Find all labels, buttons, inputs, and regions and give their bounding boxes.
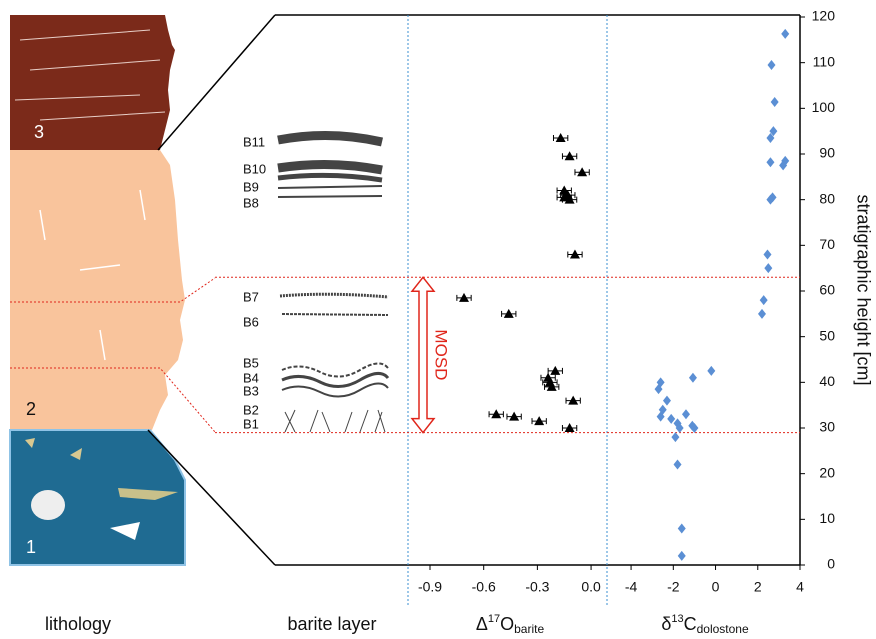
x-tick-label: -0.3 <box>525 579 549 595</box>
mosd-label: MOSD <box>432 329 451 380</box>
diamond-point <box>671 432 679 442</box>
x-tick-label: 0 <box>712 579 720 595</box>
diamond-point <box>682 409 690 419</box>
unit-label: 2 <box>26 399 36 419</box>
y-tick-label: 80 <box>819 190 835 206</box>
y-tick-label: 90 <box>819 145 835 161</box>
diamond-point <box>667 414 675 424</box>
layer-label: B2 <box>243 402 259 417</box>
diamond-point <box>764 263 772 273</box>
diamond-point <box>771 97 779 107</box>
y-tick-label: 70 <box>819 236 835 252</box>
y-tick-label: 100 <box>812 99 836 115</box>
column-label: lithology <box>45 614 111 634</box>
x-tick-label: 2 <box>754 579 762 595</box>
y-tick-label: 50 <box>819 327 835 343</box>
diamond-point <box>781 29 789 39</box>
x-axis-title: δ13Cdolostone <box>661 613 749 636</box>
mosd-arrow <box>412 277 434 432</box>
diamond-point <box>689 373 697 383</box>
layer-label: B8 <box>243 195 259 210</box>
diamond-point <box>707 366 715 376</box>
x-tick-label: 4 <box>796 579 804 595</box>
diamond-point <box>678 551 686 561</box>
y-tick-label: 10 <box>819 510 835 526</box>
x-tick-label: -2 <box>667 579 680 595</box>
y-tick-label: 60 <box>819 282 835 298</box>
y-axis-title: stratigraphic height [cm] <box>853 194 873 385</box>
barite-drawings <box>278 135 388 432</box>
figure: 3 2 1 lithology barite layer Δ17Obarite … <box>0 0 876 639</box>
layer-label: B5 <box>243 355 259 370</box>
layer-label: B9 <box>243 179 259 194</box>
y-tick-label: 20 <box>819 464 835 480</box>
diamond-point <box>766 157 774 167</box>
y-tick-label: 30 <box>819 419 835 435</box>
layer-label: B10 <box>243 161 266 176</box>
column-label: barite layer <box>287 614 376 634</box>
lithology-column <box>10 15 275 565</box>
x-tick-label: 0.0 <box>581 579 601 595</box>
diamond-point <box>758 309 766 319</box>
layer-label: B11 <box>243 134 265 149</box>
y-tick-label: 40 <box>819 373 835 389</box>
diamond-point <box>663 396 671 406</box>
y-tick-label: 120 <box>812 8 836 24</box>
x-tick-label: -4 <box>625 579 638 595</box>
y-tick-label: 0 <box>827 556 835 572</box>
diamond-point <box>674 460 682 470</box>
diamond-point <box>767 60 775 70</box>
layer-label: B1 <box>243 416 259 431</box>
x-tick-label: -0.6 <box>472 579 496 595</box>
unit-label: 1 <box>26 537 36 557</box>
diamond-point <box>678 523 686 533</box>
diamond-point <box>763 249 771 259</box>
x-tick-label: -0.9 <box>418 579 442 595</box>
y-tick-label: 110 <box>813 53 836 69</box>
x-axis-title: Δ17Obarite <box>476 613 545 636</box>
unit-label: 3 <box>34 122 44 142</box>
diamond-point <box>760 295 768 305</box>
layer-label: B7 <box>243 289 259 304</box>
layer-label: B3 <box>243 383 259 398</box>
layer-label: B6 <box>243 314 259 329</box>
